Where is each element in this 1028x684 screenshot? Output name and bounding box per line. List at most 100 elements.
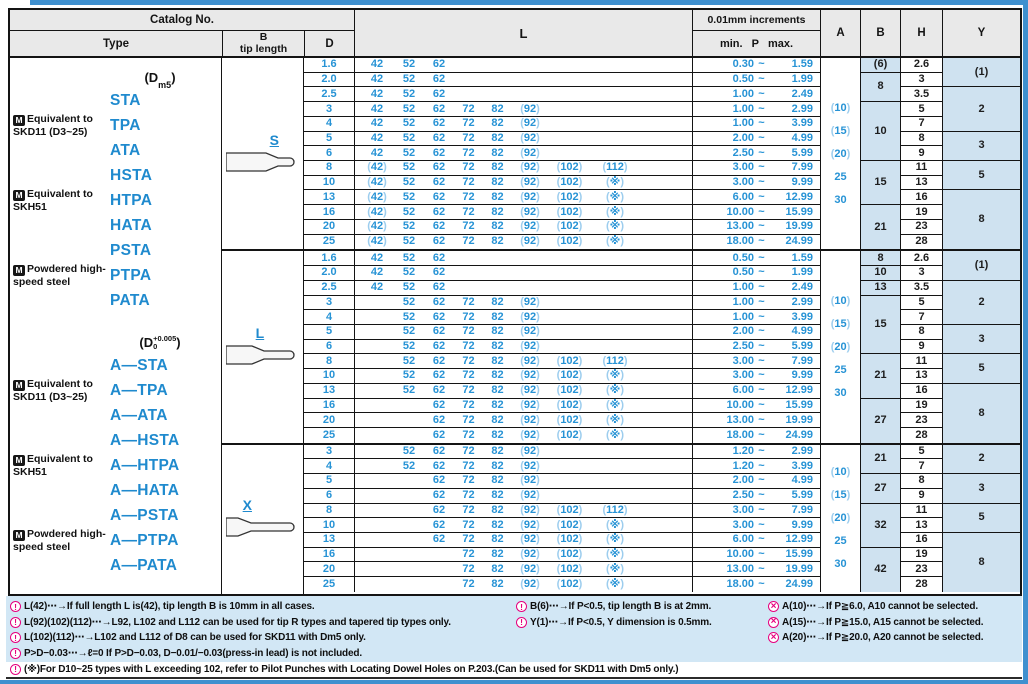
- p-max: 1.99: [791, 266, 813, 279]
- p-min: 0.50: [732, 73, 754, 86]
- value: 25: [322, 235, 336, 248]
- value: 52: [402, 354, 416, 367]
- l-values: 72 82(92)(102)(※): [355, 562, 692, 578]
- material-m-icon: M: [13, 114, 25, 126]
- p-tilde: ~: [758, 562, 765, 575]
- value: 2: [978, 295, 985, 308]
- p-range: 6.00 ~12.99: [693, 384, 820, 399]
- d-value: 16: [304, 205, 354, 220]
- l-values: 62 72 82(92)(102)(112): [355, 504, 692, 519]
- l-value: 82: [483, 549, 512, 560]
- paren: (: [830, 466, 835, 479]
- value: 72: [462, 562, 475, 575]
- p-tilde: ~: [758, 190, 765, 203]
- y-column: (1) 2 3 5 8: [942, 251, 1020, 443]
- a-column: (10)(15)(20) 25 30: [820, 58, 860, 250]
- material-m-icon: M: [13, 189, 25, 201]
- value: 92: [523, 310, 537, 323]
- paren: ): [620, 384, 625, 397]
- value: 42: [370, 131, 384, 144]
- p-min: 18.00: [726, 578, 754, 591]
- paren: ): [383, 176, 387, 189]
- value: 92: [523, 102, 537, 115]
- paren: ): [578, 578, 583, 591]
- value: 62: [432, 474, 446, 487]
- footnote-pilot-punch: ! (※)For D10~25 types with L exceeding 10…: [10, 664, 679, 675]
- value: 112: [606, 161, 624, 174]
- value: 102: [560, 533, 579, 546]
- l-value: 62: [424, 191, 454, 203]
- l-value: 62: [424, 252, 454, 264]
- value: 82: [491, 503, 504, 516]
- value: 62: [432, 281, 446, 294]
- value: 13: [322, 190, 336, 203]
- paren: ): [536, 459, 540, 472]
- d-value: 4: [304, 310, 354, 325]
- value: 6: [877, 58, 884, 71]
- l-value: 72: [454, 446, 483, 457]
- l-values: 52 62 72 82 (92): [355, 459, 692, 475]
- p-tilde: ~: [758, 354, 765, 367]
- l-value: 82: [483, 460, 512, 472]
- value: 25: [834, 535, 847, 548]
- p-max: 3.99: [791, 459, 813, 472]
- p-tilde: ~: [758, 413, 765, 426]
- value: 3: [325, 295, 333, 308]
- value: 82: [491, 325, 504, 338]
- paren: ): [846, 318, 851, 331]
- l-value: 82: [483, 103, 512, 115]
- value: 13: [915, 369, 928, 382]
- d-value: 10: [304, 518, 354, 533]
- value: 25: [834, 364, 847, 377]
- h-value: 7: [901, 117, 942, 132]
- l-value: (※): [591, 191, 639, 203]
- value: 16: [322, 398, 336, 411]
- paren: ): [578, 161, 583, 174]
- l-value: 52: [394, 162, 424, 173]
- paren: (: [520, 474, 524, 487]
- paren: (: [520, 102, 524, 115]
- paren: ): [536, 578, 540, 591]
- value: 28: [915, 428, 928, 441]
- value: 82: [491, 428, 504, 441]
- type-list: A—HSTA A—HTPA A—HATA: [110, 428, 221, 503]
- l-value: 82: [483, 236, 512, 247]
- p-max: 15.99: [785, 548, 813, 561]
- l-values: 42 52 62 72 82 (92): [355, 102, 692, 117]
- paren: ): [536, 548, 540, 561]
- value: 10: [322, 369, 336, 382]
- l-value: 82: [483, 446, 512, 457]
- paren: (: [520, 131, 524, 144]
- value: 5: [918, 102, 925, 115]
- h-column: 2.6 3 3.5 5 7 8 9 11 13 16 19 23 28: [900, 58, 942, 250]
- p-range: 18.00 ~24.99: [693, 235, 820, 250]
- paren: (: [605, 235, 610, 248]
- footnote-care-icon: !: [10, 664, 21, 675]
- p-min: 6.00: [732, 533, 754, 546]
- paren: (: [520, 161, 524, 174]
- p-max: 5.99: [791, 146, 813, 159]
- tip-letter: X: [242, 497, 252, 514]
- l-value: 62: [424, 398, 454, 411]
- l-value: 42: [360, 147, 394, 159]
- footnote-a15: × A(15)⋯→If P≧15.0, A15 cannot be selecte…: [768, 616, 1018, 628]
- l-value: 62: [424, 267, 454, 278]
- value: 62: [432, 398, 446, 411]
- paren: ): [536, 176, 540, 189]
- h-value: 13: [901, 518, 942, 533]
- paren: (: [367, 220, 371, 233]
- paren: (: [605, 518, 610, 531]
- p-max: 12.99: [785, 384, 813, 397]
- value: ※: [609, 205, 621, 218]
- value: 42: [370, 58, 384, 71]
- value: 5: [978, 511, 985, 524]
- header-p-symbol: P: [751, 37, 759, 50]
- value: 4: [325, 310, 333, 323]
- punch-spec-table: Catalog No. Type B tip length D L 0.01mm…: [8, 8, 1022, 596]
- l-value: (102): [548, 191, 591, 203]
- l-values: (42) 52 62 72 82(92)(102)(※): [355, 205, 692, 220]
- value: 3.5: [913, 281, 930, 294]
- material-label: M Powdered high-speed steel: [10, 528, 110, 553]
- a-value: (20): [831, 512, 851, 524]
- value: 62: [432, 295, 446, 308]
